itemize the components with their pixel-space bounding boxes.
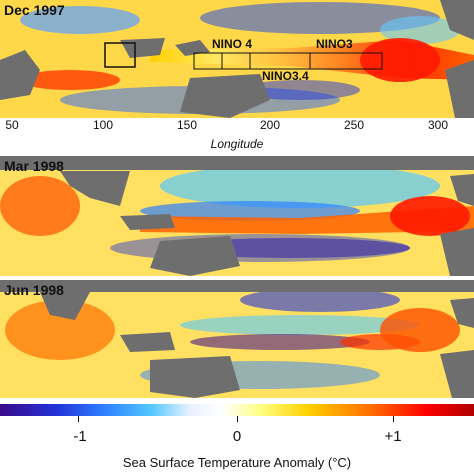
nino34-label: NINO3.4 <box>262 69 309 83</box>
colorbar-tick <box>237 416 238 422</box>
colorbar <box>0 404 474 416</box>
tick-label: 250 <box>343 118 365 132</box>
map-panel-jun-1998: Jun 1998 <box>0 280 474 398</box>
tick-label: 300 <box>427 118 449 132</box>
panel-title: Jun 1998 <box>4 282 64 298</box>
tick-label: 200 <box>259 118 281 132</box>
colorbar-label: -1 <box>73 428 87 445</box>
highlight-box <box>104 42 136 68</box>
colorbar-tick <box>393 416 394 422</box>
nino3-label: NINO3 <box>316 37 353 51</box>
colorbar-ticks <box>0 416 474 428</box>
longitude-axis-label: Longitude <box>210 137 264 151</box>
nino4-label: NINO 4 <box>212 37 252 51</box>
sst-map-jun-1998 <box>0 280 474 398</box>
colorbar-label: +1 <box>384 428 402 445</box>
nino3-box <box>249 52 383 70</box>
tick-label: 100 <box>92 118 114 132</box>
nino34-box <box>221 52 311 70</box>
tick-label: 150 <box>176 118 198 132</box>
panel-title: Dec 1997 <box>4 2 65 18</box>
colorbar-tick <box>78 416 79 422</box>
colorbar-label: 0 <box>232 428 242 445</box>
map-panel-dec-1997: NINO 4 NINO3 NINO3.4 Dec 1997 <box>0 0 474 118</box>
colorbar-labels: -1 0 +1 <box>0 428 474 446</box>
longitude-ticks: 50 100 150 200 250 300 <box>0 118 474 134</box>
tick-label: 50 <box>5 118 19 132</box>
sst-map-dec-1997: NINO 4 NINO3 NINO3.4 <box>0 0 474 118</box>
panel-title: Mar 1998 <box>4 158 64 174</box>
map-panel-mar-1998: Mar 1998 <box>0 156 474 276</box>
colorbar-title: Sea Surface Temperature Anomaly (°C) <box>122 455 352 470</box>
sst-map-mar-1998 <box>0 156 474 276</box>
